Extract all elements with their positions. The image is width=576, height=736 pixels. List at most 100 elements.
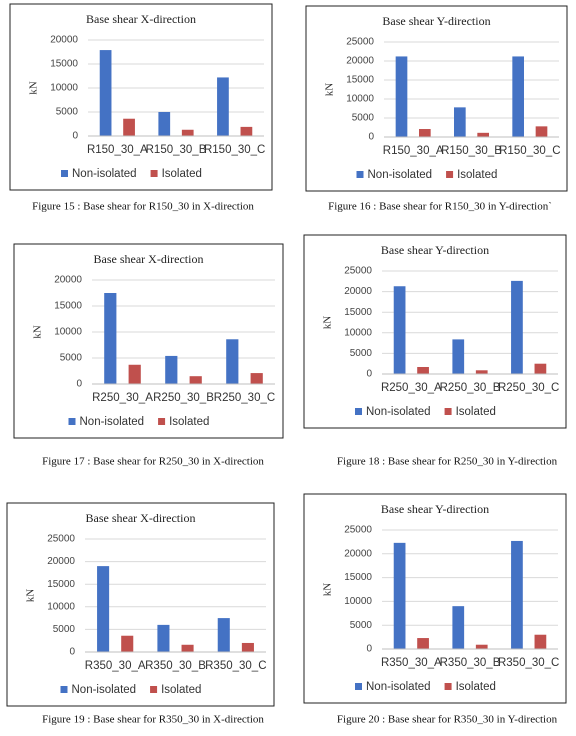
bar	[454, 107, 466, 137]
chart-frame	[9, 3, 273, 191]
bar	[419, 129, 431, 137]
chart: Base shear X-direction kN 0 5000 10000 15000 2…	[13, 243, 284, 439]
y-axis-label: kN	[322, 316, 334, 330]
bar	[104, 293, 117, 384]
legend-label: Isolated	[456, 406, 496, 418]
legend-label: Non-isolated	[80, 416, 145, 428]
y-tick-label: 20000	[54, 275, 82, 286]
y-tick-label: 5000	[60, 353, 83, 364]
y-tick-label: 10000	[54, 327, 82, 338]
chart: Base shear Y-direction kN 0 5000 10000 15000 2…	[303, 234, 567, 429]
legend-swatch	[68, 418, 76, 425]
bar	[475, 370, 488, 374]
y-tick-label: 15000	[344, 307, 372, 318]
y-tick-label: 20000	[346, 56, 374, 67]
y-axis-label: kN	[25, 589, 37, 603]
y-tick-label: 0	[366, 369, 372, 380]
legend-swatch	[356, 171, 364, 178]
x-tick-label: R150_30_C	[499, 145, 560, 157]
bar	[511, 280, 523, 374]
legend-label: Isolated	[162, 168, 202, 180]
y-tick-label: 20000	[50, 35, 78, 46]
y-tick-label: 10000	[50, 83, 78, 94]
chart-title: Base shear X-direction	[94, 252, 204, 266]
bar	[128, 364, 141, 384]
legend-label: Non-isolated	[366, 406, 431, 418]
bar	[534, 363, 547, 374]
x-tick-label: R350_30_C	[498, 657, 559, 669]
bar	[512, 56, 524, 137]
legend-label: Non-isolated	[366, 681, 431, 693]
y-tick-label: 5000	[352, 113, 375, 124]
bar	[158, 112, 171, 136]
bar	[535, 126, 548, 137]
y-tick-label: 15000	[47, 579, 75, 590]
figure-caption: Figure 18 : Base shear for R250_30 in Y-…	[337, 456, 558, 468]
legend-swatch	[444, 408, 452, 415]
bar	[240, 126, 253, 136]
chart-title: Base shear X-direction	[86, 12, 196, 26]
y-axis-label: kN	[32, 325, 44, 339]
legend-swatch	[446, 171, 454, 178]
legend-label: Non-isolated	[72, 684, 137, 696]
bar	[511, 540, 523, 649]
chart-frame	[13, 243, 284, 439]
y-tick-label: 0	[76, 379, 82, 390]
y-tick-label: 5000	[53, 624, 76, 635]
x-tick-label: R150_30_C	[204, 144, 265, 156]
chart-frame	[6, 502, 275, 707]
bar	[99, 50, 112, 136]
chart-title: Base shear Y-direction	[381, 243, 489, 257]
y-axis-label: kN	[322, 583, 334, 597]
bar	[97, 566, 110, 652]
legend-swatch	[158, 418, 166, 425]
x-tick-label: R350_30_B	[440, 657, 501, 669]
y-tick-label: 0	[72, 131, 78, 142]
bar	[452, 606, 465, 649]
figure-caption: Figure 17 : Base shear for R250_30 in X-…	[42, 456, 264, 468]
legend-label: Isolated	[169, 416, 209, 428]
legend-swatch	[60, 686, 68, 693]
legend-label: Isolated	[161, 684, 201, 696]
y-tick-label: 10000	[47, 601, 75, 612]
bar	[165, 355, 178, 384]
bar	[395, 56, 408, 137]
x-tick-label: R350_30_A	[85, 660, 146, 672]
chart: Base shear X-direction kN 0 5000 10000 15000 2…	[9, 3, 273, 191]
y-axis-label: kN	[324, 83, 336, 97]
legend-label: Non-isolated	[72, 168, 137, 180]
y-tick-label: 15000	[54, 301, 82, 312]
bar	[123, 118, 135, 136]
figure-caption: Figure 15 : Base shear for R150_30 in X-…	[32, 201, 254, 213]
bar	[534, 634, 547, 649]
x-tick-label: R150_30_A	[87, 144, 148, 156]
figure-caption: Figure 19 : Base shear for R350_30 in X-…	[42, 714, 264, 726]
y-tick-label: 25000	[47, 534, 75, 545]
x-tick-label: R250_30_A	[381, 382, 442, 394]
bar	[475, 644, 488, 649]
legend-label: Isolated	[456, 681, 496, 693]
chart: Base shear X-direction kN 0 5000 10000 15000 2…	[6, 502, 275, 707]
legend-label: Non-isolated	[368, 169, 433, 181]
x-tick-label: R250_30_C	[498, 382, 559, 394]
y-tick-label: 5000	[350, 348, 373, 359]
y-tick-label: 25000	[346, 37, 374, 48]
y-tick-label: 10000	[344, 327, 372, 338]
x-tick-label: R350_30_C	[205, 660, 266, 672]
y-tick-label: 5000	[350, 620, 373, 631]
bar	[157, 624, 170, 652]
bar	[241, 642, 254, 652]
x-tick-label: R350_30_A	[381, 657, 442, 669]
legend-swatch	[150, 686, 158, 693]
legend-swatch	[355, 683, 362, 690]
y-tick-label: 10000	[346, 94, 374, 105]
legend-swatch	[150, 170, 158, 177]
bar	[189, 376, 202, 384]
x-tick-label: R350_30_B	[145, 660, 206, 672]
bar	[217, 77, 229, 136]
bar	[250, 373, 263, 384]
chart-title: Base shear X-direction	[86, 511, 196, 525]
legend-swatch	[355, 408, 362, 415]
y-tick-label: 0	[69, 647, 75, 658]
bar	[393, 286, 406, 374]
